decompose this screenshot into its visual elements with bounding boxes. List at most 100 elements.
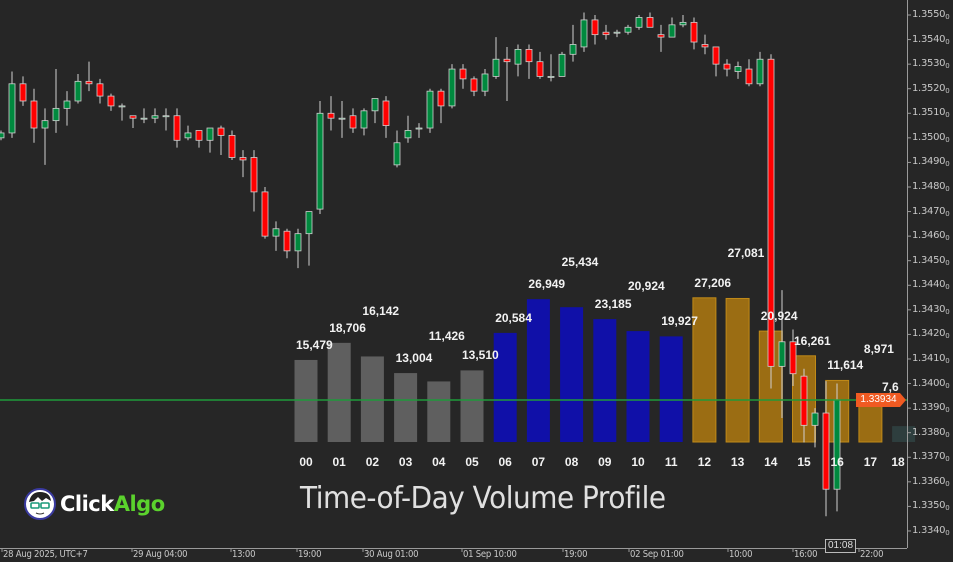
- candles: [0, 12, 841, 517]
- candle-body: [0, 132, 5, 139]
- candle-body: [228, 134, 236, 158]
- volume-bar-12: [692, 297, 717, 443]
- candle-body: [547, 76, 555, 78]
- time-tick-label: 29 Aug 04:00: [133, 549, 188, 560]
- volume-value-label: 18,706: [329, 320, 366, 335]
- time-tick-label: 10:00: [729, 549, 753, 560]
- price-tick-label: 1.34800: [912, 180, 950, 193]
- candle: [316, 100, 324, 215]
- hour-label: 05: [465, 455, 479, 469]
- candle-body: [514, 48, 522, 65]
- volume-bar-06: [493, 332, 517, 442]
- candle-body: [250, 157, 258, 193]
- candle: [85, 61, 93, 92]
- candle: [734, 61, 742, 79]
- candle-body: [811, 412, 819, 426]
- candle: [228, 130, 236, 160]
- candle-body: [415, 127, 423, 130]
- candle: [52, 69, 60, 133]
- candle-body: [305, 211, 313, 235]
- hour-label: 06: [498, 455, 512, 469]
- price-tick-label: 1.35400: [912, 33, 950, 46]
- candle: [580, 12, 588, 52]
- hour-label: 02: [365, 455, 380, 469]
- volume-value-label: 8,971: [863, 342, 894, 357]
- candle: [140, 108, 148, 124]
- time-tick-label: 19:00: [298, 549, 322, 560]
- candle-body: [30, 100, 38, 129]
- price-tick-label: 1.35000: [912, 131, 950, 144]
- candle: [492, 37, 500, 79]
- candle: [360, 108, 368, 136]
- candle: [118, 103, 126, 121]
- candle: [41, 108, 49, 165]
- candle: [459, 64, 467, 89]
- hour-label: 17: [863, 455, 878, 469]
- candle: [206, 127, 214, 153]
- volume-bars: [294, 297, 916, 443]
- candle: [426, 88, 434, 133]
- price-tick-label: 1.35500: [912, 9, 950, 21]
- candle-body: [690, 21, 698, 43]
- candle: [371, 98, 379, 124]
- candle-body: [272, 228, 280, 237]
- price-tick-label: 1.33900: [912, 402, 950, 415]
- hour-label: 00: [299, 455, 313, 469]
- candle: [74, 73, 82, 104]
- candle-body: [316, 112, 324, 210]
- candle: [756, 51, 764, 87]
- candle: [283, 228, 291, 259]
- candle-body: [261, 191, 269, 237]
- hour-label: 07: [531, 455, 546, 469]
- candle: [767, 54, 775, 389]
- candle-body: [360, 110, 368, 129]
- candle-body: [393, 142, 401, 166]
- volume-bar-08: [560, 307, 584, 442]
- time-axis-ticks: [1, 548, 860, 552]
- candle-body: [481, 73, 489, 92]
- price-tick-label: 1.34500: [912, 254, 950, 267]
- candle: [437, 88, 445, 124]
- candle: [470, 76, 478, 97]
- time-tick-label: 02 Sep 01:00: [630, 549, 684, 560]
- candle-body: [195, 130, 203, 141]
- candle: [668, 17, 676, 38]
- candle: [404, 115, 412, 143]
- volume-value-label: 13,510: [462, 348, 499, 363]
- volume-bar-04: [427, 381, 451, 442]
- volume-value-label: 13,004: [395, 351, 433, 366]
- hour-label: 16: [830, 455, 844, 469]
- price-tick-label: 1.33400: [912, 524, 950, 537]
- volume-bar-10: [626, 331, 650, 442]
- time-tick-label: 28 Aug 2025, UTC+7: [3, 549, 88, 560]
- candle-body: [118, 105, 126, 108]
- volume-value-label: 19,927: [661, 314, 698, 329]
- time-tick-label: 13:00: [232, 549, 256, 560]
- candle: [272, 221, 280, 251]
- candle-body: [624, 26, 632, 33]
- hour-label: 01: [332, 455, 346, 469]
- candle-body: [459, 68, 467, 80]
- candle-body: [217, 127, 225, 136]
- candle: [701, 34, 709, 55]
- price-axis-ticks: [907, 14, 911, 532]
- candle-body: [338, 117, 346, 120]
- volume-bar-13: [725, 297, 750, 443]
- volume-value-label: 26,949: [528, 277, 566, 292]
- candle: [690, 17, 698, 50]
- time-tick-label: 19:00: [564, 549, 588, 560]
- volume-value-label: 7,6: [882, 380, 899, 394]
- price-tick-label: 1.35300: [912, 58, 950, 71]
- price-tick-label: 1.33600: [912, 475, 950, 488]
- candle: [657, 24, 665, 52]
- candle-body: [756, 58, 764, 85]
- candle: [822, 381, 830, 517]
- candle: [8, 71, 16, 138]
- price-tick-label: 1.34700: [912, 205, 950, 218]
- candle-body: [822, 412, 830, 490]
- candle-body: [734, 66, 742, 72]
- candle-body: [712, 46, 720, 65]
- hour-label: 12: [697, 455, 712, 469]
- candle: [250, 150, 258, 212]
